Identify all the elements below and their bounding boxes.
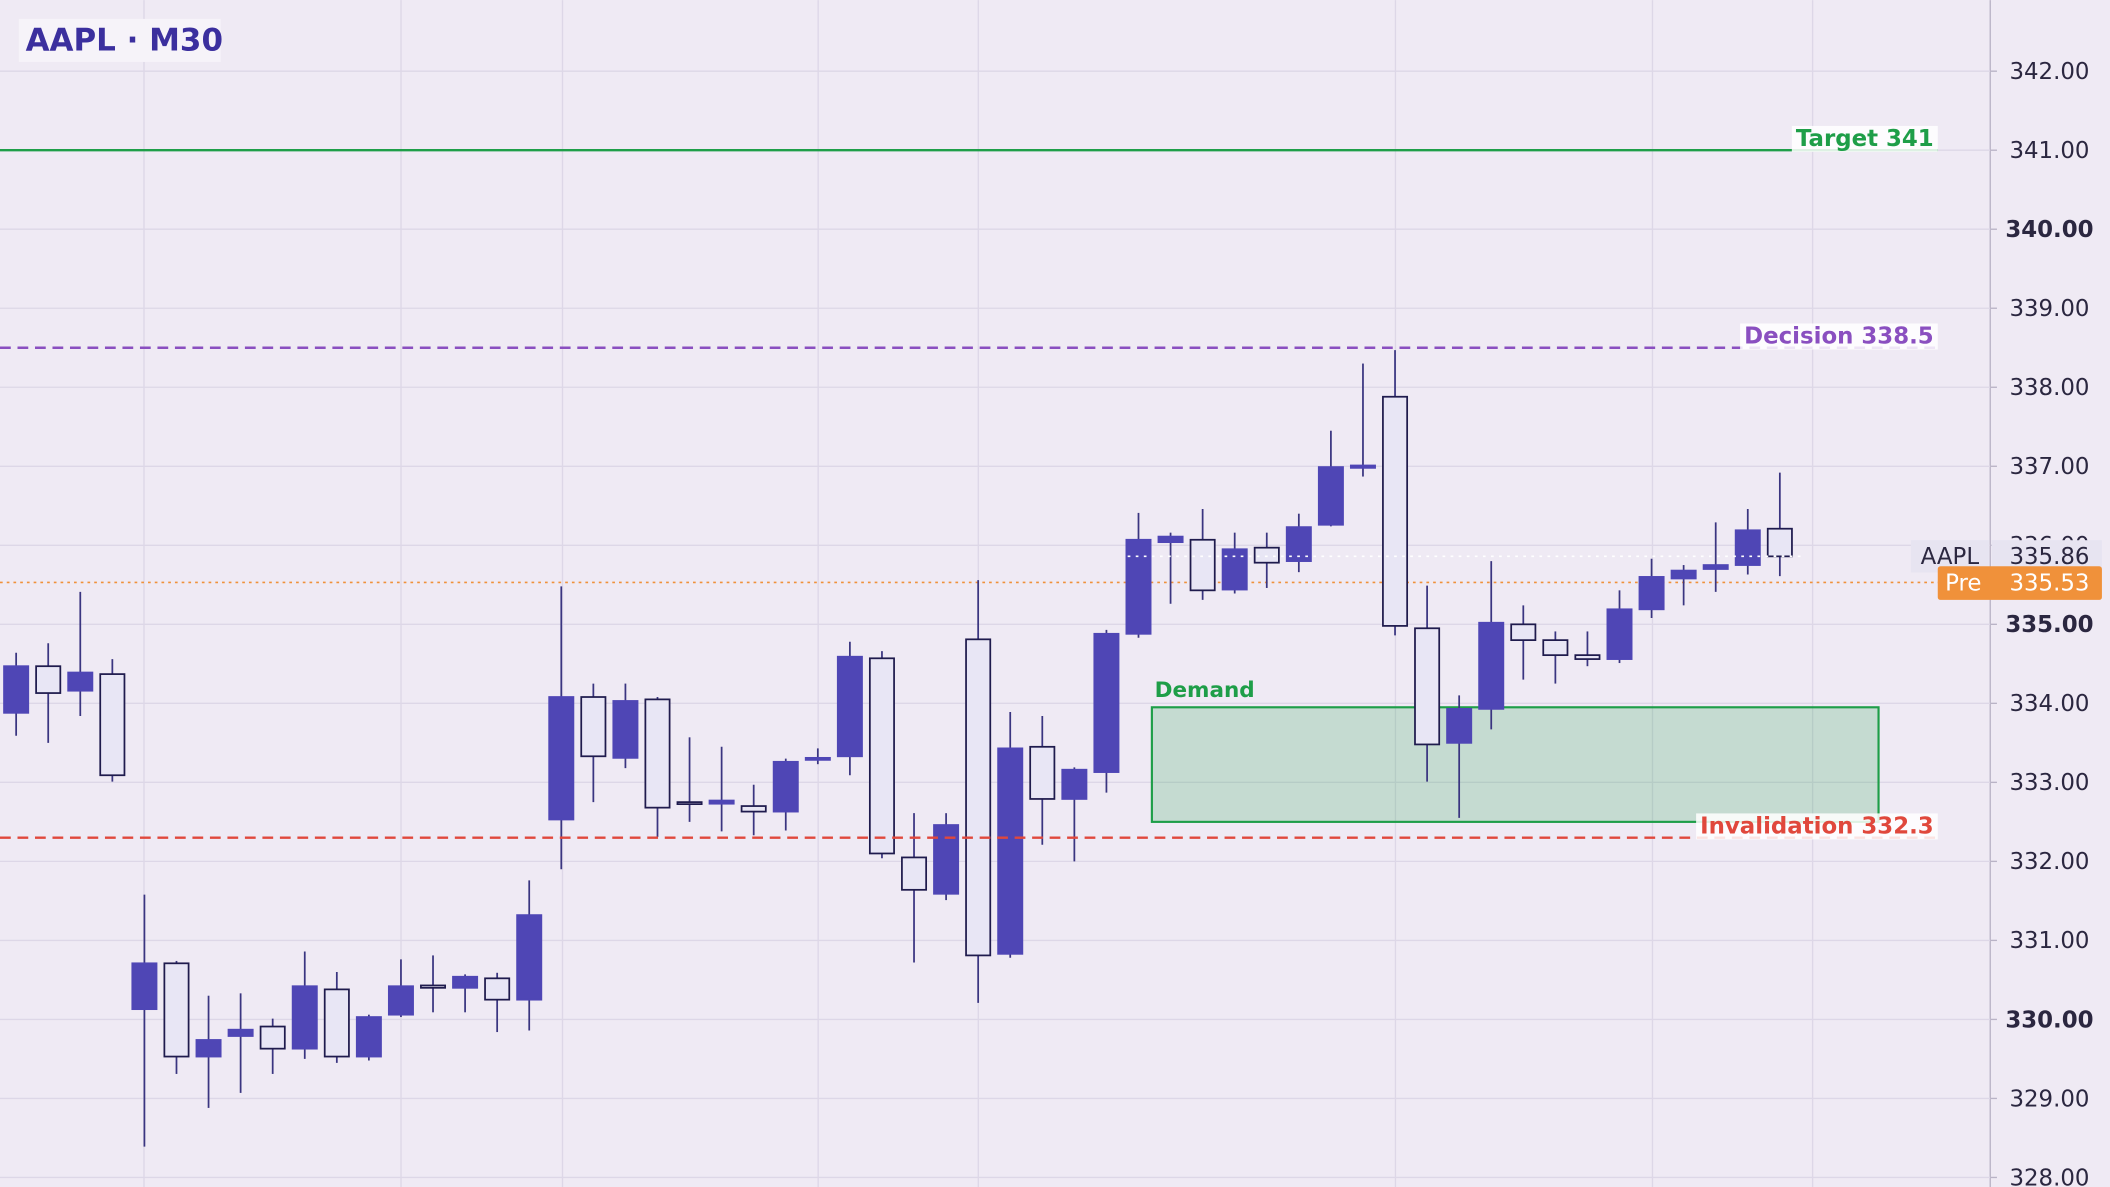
candle-body (1189, 538, 1216, 592)
candle-body (1510, 623, 1537, 641)
y-tick-label: 337.00 (2009, 454, 2089, 480)
candle-body (740, 805, 767, 813)
candle-body (1093, 632, 1120, 773)
y-tick-label: 334.00 (2009, 691, 2089, 717)
candle-body (131, 962, 158, 1011)
level-label-background (1791, 125, 1938, 152)
candle-body (227, 1028, 254, 1037)
candle-body (612, 700, 639, 759)
y-tick-label: 331.00 (2009, 928, 2089, 954)
candle-body (997, 747, 1024, 955)
y-tick-label: 340.00 (2005, 217, 2093, 243)
candle-body (1702, 564, 1729, 570)
candle-body (804, 756, 831, 761)
y-tick-label: 338.00 (2009, 375, 2089, 401)
candle-body (387, 985, 414, 1016)
y-tick-label: 333.00 (2009, 770, 2089, 796)
y-tick-label: 341.00 (2009, 138, 2089, 164)
demand-zone (1150, 706, 1880, 823)
level-label: Invalidation 332.3 (1700, 813, 1934, 839)
zone-label: Demand (1155, 678, 1255, 703)
level-label-background (1696, 813, 1938, 840)
chart-title: AAPL · M30 (26, 22, 223, 58)
candle-body (163, 962, 190, 1058)
candle-body (355, 1016, 382, 1058)
candle-body (1670, 569, 1697, 580)
candle-body (868, 657, 895, 855)
last-price-label: 335.86 (2009, 544, 2089, 570)
candle-body (67, 671, 94, 692)
pre-tag (1937, 566, 2102, 600)
level-label: Target 341 (1796, 126, 1934, 152)
candle-body (259, 1025, 286, 1050)
level-label: Decision 338.5 (1744, 323, 1934, 349)
candle-body (708, 799, 735, 805)
candle-body (420, 984, 447, 989)
pre-price-label: 335.53 (2009, 570, 2089, 596)
candle-body (644, 698, 671, 809)
candle-body (1157, 535, 1184, 544)
level-label-background (1740, 323, 1938, 350)
candle-body (1382, 395, 1409, 627)
candle-body (1317, 466, 1344, 526)
y-tick-label: 330.00 (2005, 1007, 2093, 1033)
candle-body (35, 665, 62, 694)
candle-body (195, 1039, 222, 1058)
y-tick-label: 329.00 (2009, 1086, 2089, 1112)
candle-body (965, 638, 992, 957)
candle-body (1285, 526, 1312, 562)
candle-body (1478, 621, 1505, 710)
candle-body (1446, 707, 1473, 744)
candle-body (484, 977, 511, 1001)
last-symbol: AAPL (1921, 544, 1980, 570)
y-tick-label: 339.00 (2009, 296, 2089, 322)
candle-body (580, 696, 607, 758)
y-tick-label: 335.00 (2005, 612, 2093, 638)
candle-body (1125, 538, 1152, 635)
y-tick-label: 332.00 (2009, 849, 2089, 875)
candle-body (1414, 627, 1441, 746)
candle-body (1029, 745, 1056, 800)
candle-body (772, 760, 799, 813)
candle-body (676, 801, 703, 806)
candle-body (3, 665, 30, 714)
candle-body (1734, 529, 1761, 566)
candle-body (99, 673, 126, 777)
pre-symbol: Pre (1945, 570, 1981, 596)
candle-body (1574, 654, 1601, 660)
candle-body (1766, 527, 1793, 558)
title-background (18, 18, 221, 62)
candle-body (1061, 768, 1088, 800)
y-tick-label: 342.00 (2009, 59, 2089, 85)
candle-body (933, 824, 960, 895)
candle-body (1606, 608, 1633, 660)
candle-body (548, 696, 575, 821)
candle-body (291, 985, 318, 1050)
candle-body (452, 975, 479, 989)
y-tick-label: 328.00 (2009, 1165, 2089, 1187)
candle-body (901, 856, 928, 891)
candle-body (1349, 464, 1376, 469)
candle-body (1638, 576, 1665, 611)
candle-body (323, 988, 350, 1058)
candle-body (1221, 548, 1248, 591)
candle-body (836, 655, 863, 758)
candle-body (1253, 546, 1280, 564)
candle-body (516, 914, 543, 1001)
candle-body (1542, 639, 1569, 657)
